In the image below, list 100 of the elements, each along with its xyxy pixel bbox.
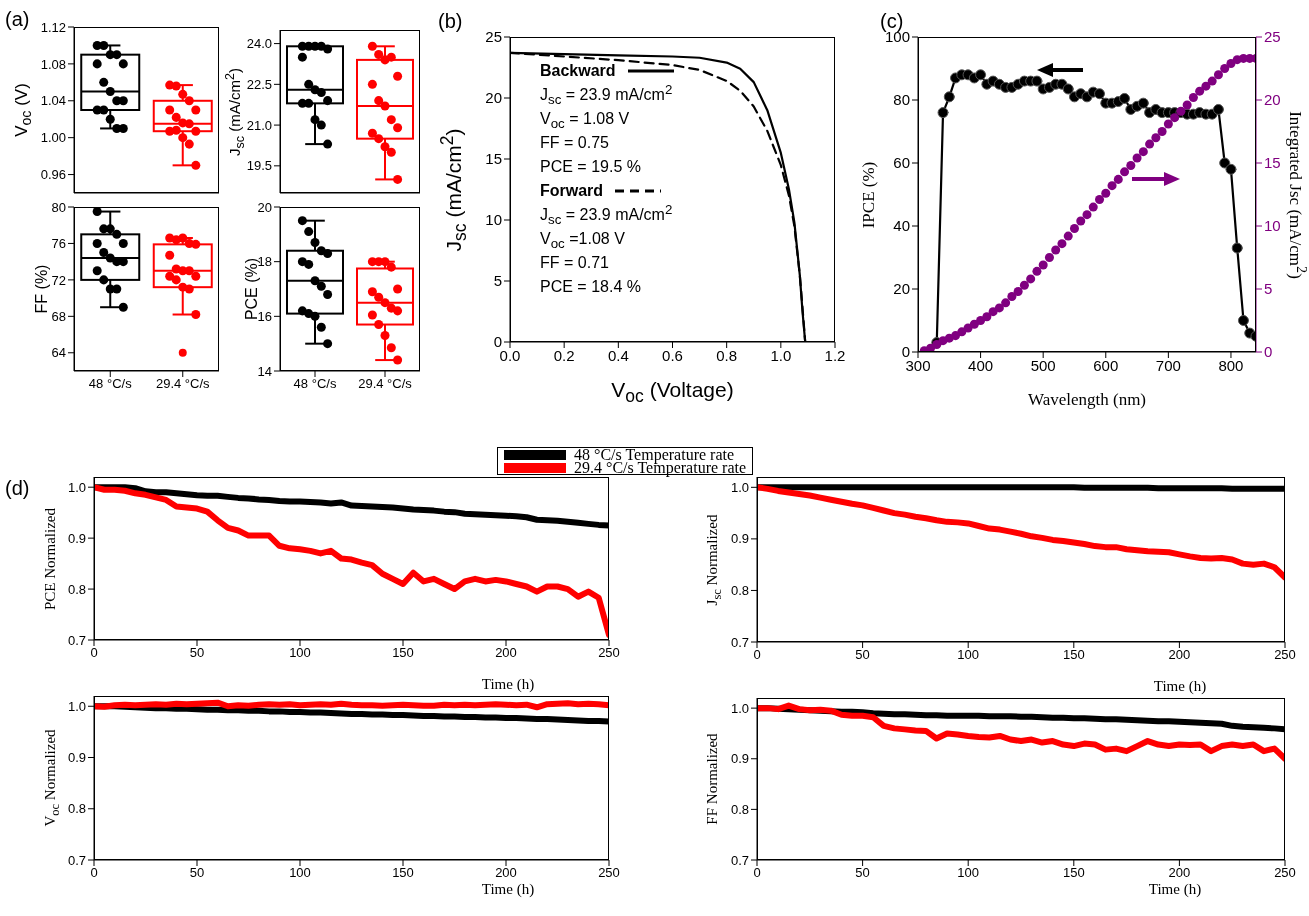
x-axis-title: V$_{oc}$ (Voltage) bbox=[611, 378, 734, 407]
point bbox=[1038, 260, 1048, 270]
legend-label: Forward bbox=[540, 181, 604, 201]
y-tick-label: 19.5 bbox=[246, 158, 272, 174]
point bbox=[1051, 245, 1061, 255]
point bbox=[1157, 126, 1167, 137]
y-tick-label: 20 bbox=[485, 89, 502, 107]
y-tick-label: 5 bbox=[493, 272, 502, 290]
text: (b) bbox=[438, 10, 463, 33]
point bbox=[1145, 139, 1155, 149]
legend-label: 48 °C/s Temperature rate bbox=[574, 446, 735, 463]
y-tick-label: 60 bbox=[893, 154, 910, 172]
y-tick-label: 21.0 bbox=[246, 117, 272, 133]
point bbox=[1212, 103, 1224, 115]
y-tick-label: 0.7 bbox=[67, 632, 86, 648]
legend-label: Backward bbox=[540, 61, 616, 81]
point bbox=[982, 312, 992, 322]
annotation: J$_{sc}$ = 23.9 mA/cm$^{2}$ bbox=[540, 201, 674, 228]
x-tick-label: 0.8 bbox=[716, 346, 738, 364]
x-tick-label: 250 bbox=[598, 645, 620, 661]
y-axis-title: FF (%) bbox=[33, 264, 51, 314]
point bbox=[1069, 224, 1079, 234]
x-axis-title: Time (h) bbox=[481, 880, 535, 898]
y-tick-label: 0.7 bbox=[730, 634, 749, 650]
y-tick-label: 0.9 bbox=[730, 751, 749, 767]
y-tick-label: 0 bbox=[493, 333, 502, 351]
x-tick-label: 150 bbox=[1062, 865, 1085, 881]
x-tick-label: 0 bbox=[90, 645, 98, 661]
y-axis-title: FF Normalized bbox=[703, 733, 721, 825]
point bbox=[976, 315, 986, 326]
x-tick-label: 0 bbox=[753, 865, 761, 881]
y-axis-title: IPCE (%) bbox=[859, 161, 879, 228]
point bbox=[1188, 92, 1198, 102]
x-tick-label: 200 bbox=[1168, 647, 1191, 663]
x-tick-label: 100 bbox=[289, 865, 311, 881]
annotation: V$_{oc}$ = 1.08 V bbox=[540, 109, 631, 132]
point bbox=[1063, 231, 1073, 241]
x-tick-label: 700 bbox=[1155, 356, 1181, 374]
point bbox=[1113, 174, 1123, 184]
y2-tick-label: 15 bbox=[1264, 154, 1281, 172]
point bbox=[1137, 97, 1149, 109]
point bbox=[1082, 210, 1092, 220]
y-tick-label: 1.0 bbox=[67, 698, 86, 714]
x-axis-title: Wavelength (nm) bbox=[1027, 390, 1147, 410]
x-tick-label: 100 bbox=[289, 645, 311, 661]
point bbox=[951, 331, 961, 341]
annotation: PCE = 18.4 % bbox=[540, 277, 642, 297]
text: (d) bbox=[5, 477, 30, 500]
point bbox=[1207, 76, 1217, 86]
x-tick-label: 29.4 °C/s bbox=[155, 376, 211, 392]
point bbox=[1007, 292, 1017, 302]
point bbox=[1126, 161, 1136, 171]
annotation: FF = 0.75 bbox=[540, 133, 610, 153]
x-tick-label: 250 bbox=[598, 865, 620, 881]
x-tick-label: 150 bbox=[392, 865, 414, 881]
y-tick-label: 0.7 bbox=[730, 852, 749, 868]
point bbox=[1119, 92, 1131, 104]
y2-tick-label: 5 bbox=[1264, 280, 1273, 298]
y-tick-label: 76 bbox=[51, 236, 66, 252]
x-axis-title: Time (h) bbox=[1153, 677, 1207, 695]
point bbox=[1032, 266, 1042, 276]
y-tick-label: 0.8 bbox=[67, 581, 86, 597]
y-tick-label: 1.08 bbox=[40, 56, 66, 72]
point bbox=[1120, 167, 1130, 177]
y-tick-label: 0.96 bbox=[40, 167, 66, 183]
point bbox=[943, 91, 955, 103]
point bbox=[1151, 133, 1161, 143]
point bbox=[1163, 119, 1173, 129]
x-tick-label: 300 bbox=[905, 356, 931, 374]
point bbox=[994, 303, 1004, 313]
y2-tick-label: 20 bbox=[1264, 91, 1281, 109]
y-tick-label: 24.0 bbox=[246, 36, 272, 52]
y-tick-label: 16 bbox=[257, 308, 272, 324]
x-tick-label: 50 bbox=[189, 645, 205, 661]
x-tick-label: 200 bbox=[495, 645, 517, 661]
y-tick-label: 20 bbox=[893, 280, 910, 298]
x-tick-label: 48 °C/s bbox=[293, 376, 337, 392]
x-axis-title: Time (h) bbox=[481, 675, 535, 693]
x-tick-label: 29.4 °C/s bbox=[358, 376, 413, 392]
point bbox=[1031, 75, 1043, 87]
x-tick-label: 600 bbox=[1093, 356, 1119, 374]
x-tick-label: 500 bbox=[1030, 356, 1056, 374]
point bbox=[1094, 88, 1106, 100]
x-tick-label: 400 bbox=[968, 356, 994, 374]
y-tick-label: 0.8 bbox=[730, 583, 749, 599]
point bbox=[1044, 252, 1054, 263]
point bbox=[1220, 63, 1230, 74]
point bbox=[1062, 83, 1074, 95]
point bbox=[1101, 188, 1111, 198]
point bbox=[969, 319, 979, 329]
y-tick-label: 1.0 bbox=[730, 700, 749, 716]
y-tick-label: 1.0 bbox=[67, 479, 86, 495]
x-tick-label: 48 °C/s bbox=[88, 376, 133, 392]
point bbox=[975, 69, 987, 81]
x-tick-label: 150 bbox=[392, 645, 414, 661]
point bbox=[1107, 181, 1117, 191]
y-axis-title: PCE Normalized bbox=[41, 507, 59, 610]
point bbox=[1201, 81, 1211, 91]
x-axis-title: Time (h) bbox=[1148, 880, 1202, 898]
point bbox=[1132, 153, 1142, 163]
